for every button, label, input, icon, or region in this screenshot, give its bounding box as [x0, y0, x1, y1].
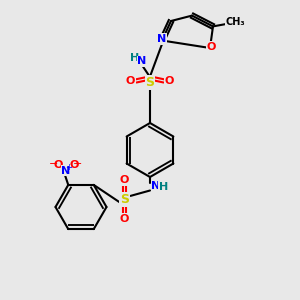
Text: O: O — [70, 160, 79, 170]
Text: O: O — [53, 160, 62, 170]
Text: −: − — [49, 159, 58, 169]
Text: S: S — [146, 76, 154, 89]
Text: O: O — [120, 175, 129, 185]
Text: S: S — [120, 193, 129, 206]
Text: +: + — [65, 163, 72, 172]
Text: −: − — [73, 159, 83, 169]
Text: N: N — [152, 181, 160, 191]
Text: N: N — [158, 34, 166, 44]
Text: O: O — [165, 76, 174, 86]
Text: N: N — [137, 56, 146, 67]
Text: O: O — [126, 76, 135, 86]
Text: N: N — [61, 166, 70, 176]
Text: O: O — [207, 41, 216, 52]
Text: H: H — [130, 53, 140, 64]
Text: H: H — [159, 182, 168, 192]
Text: O: O — [120, 214, 129, 224]
Text: CH₃: CH₃ — [225, 17, 245, 27]
